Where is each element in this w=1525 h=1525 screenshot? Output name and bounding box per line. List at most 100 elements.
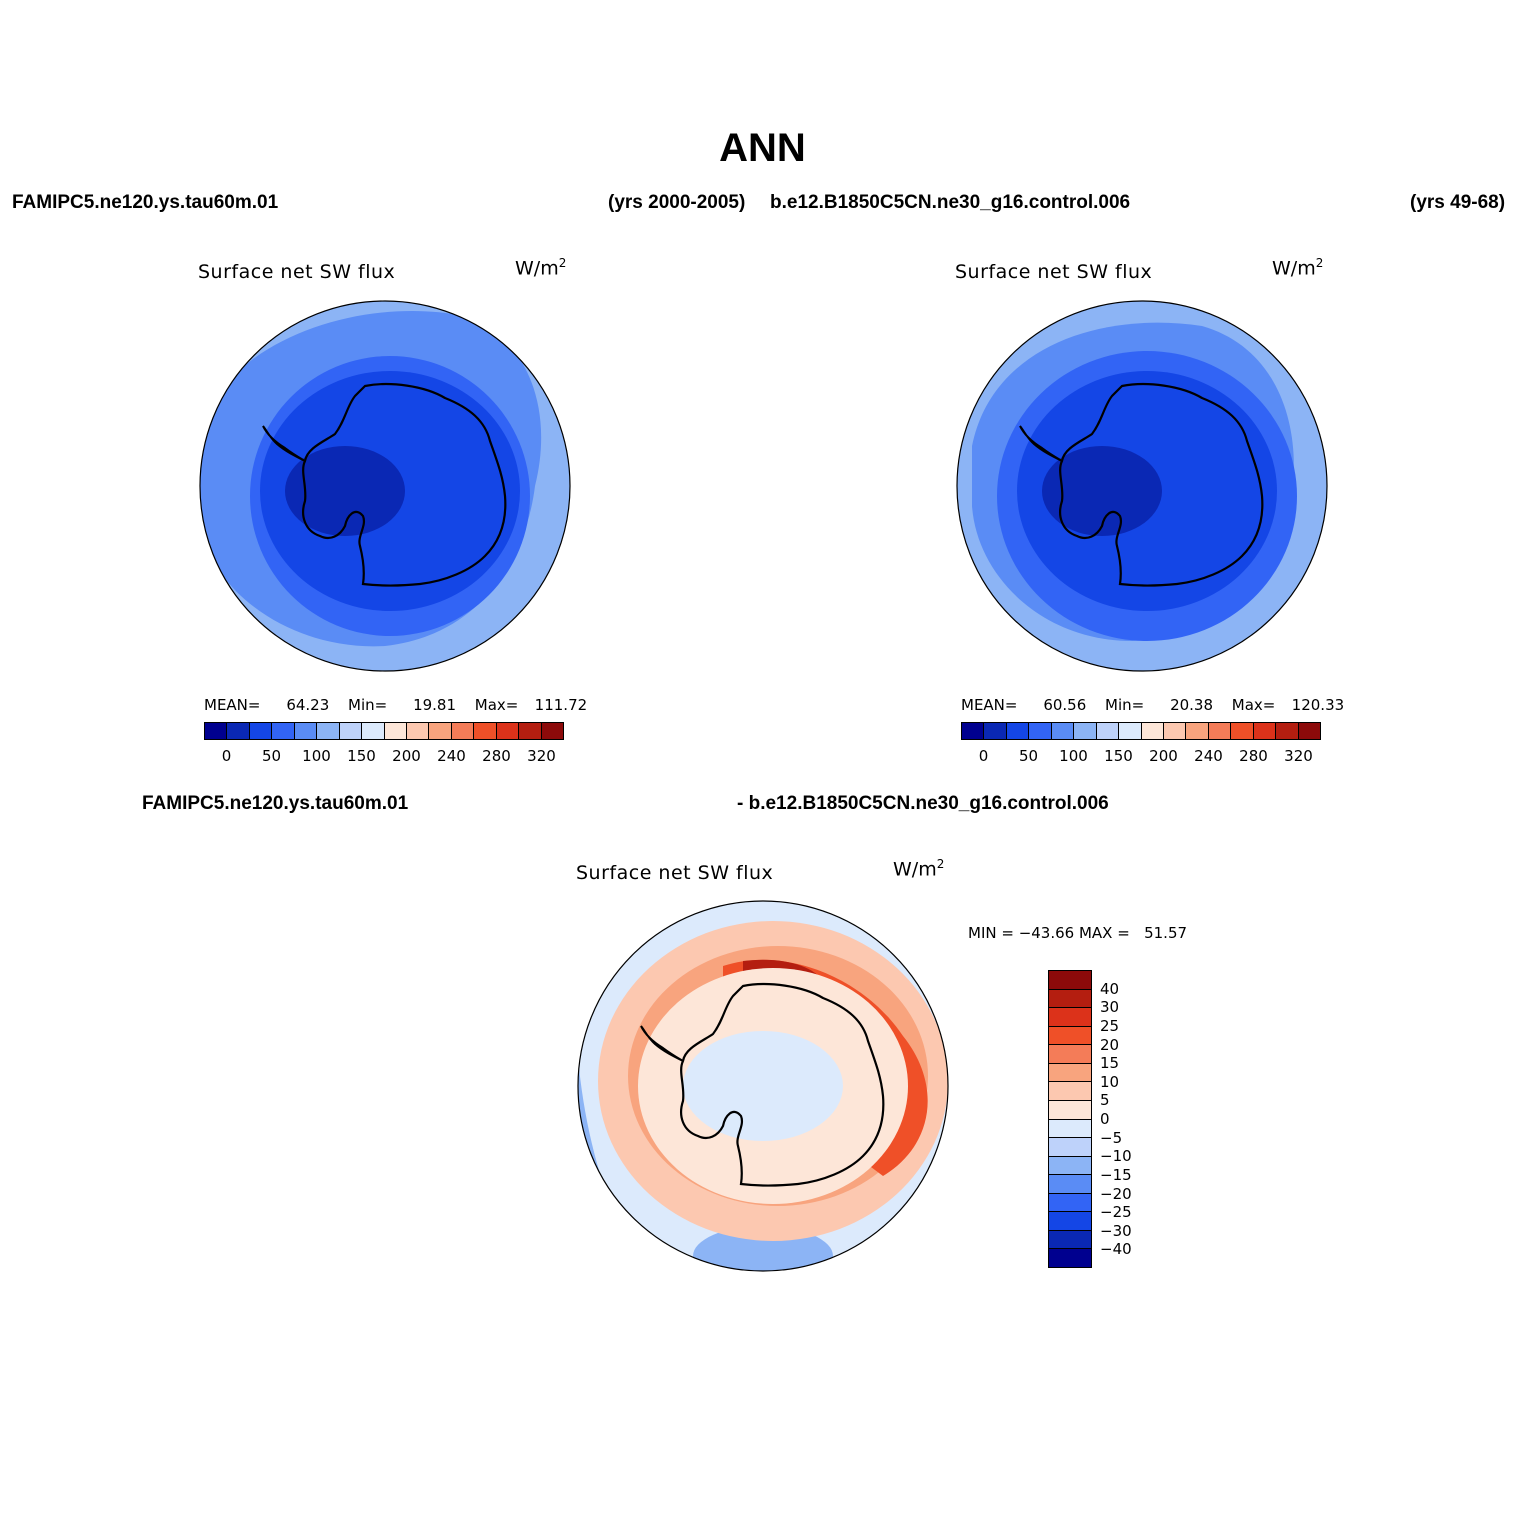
colorbar-swatch (1049, 1138, 1091, 1157)
panel2-variable: Surface net SW flux (955, 261, 1153, 283)
colorbar-swatch (541, 723, 563, 739)
colorbar-tick-label: 240 (437, 747, 466, 765)
colorbar-swatch (1049, 971, 1091, 990)
colorbar-swatch (1096, 723, 1120, 739)
colorbar-tick-label: −25 (1100, 1203, 1132, 1222)
colorbar-swatch (474, 723, 497, 739)
colorbar-tick-label: 30 (1100, 998, 1120, 1017)
colorbar-tick-label: −30 (1100, 1221, 1132, 1240)
colorbar-tick-label: −10 (1100, 1147, 1132, 1166)
panel2-stats: MEAN= 60.56 Min= 20.38 Max= 120.33 (961, 696, 1344, 714)
colorbar-swatch (384, 723, 407, 739)
map-fill-layer (957, 301, 1327, 671)
colorbar-swatch (984, 723, 1007, 739)
colorbar-swatch (1029, 723, 1052, 739)
panel3-difference-map (577, 900, 949, 1272)
neg-south (693, 1226, 833, 1271)
colorbar-swatch (429, 723, 452, 739)
colorbar-tick-label: 280 (1239, 747, 1268, 765)
colorbar-swatch (451, 723, 475, 739)
colorbar-swatch (1049, 1063, 1091, 1083)
colorbar-swatch (1163, 723, 1187, 739)
panel1-mean-label: MEAN= (204, 696, 261, 714)
colorbar-swatch (227, 723, 250, 739)
panel1-units: W/m2 (515, 256, 567, 280)
colorbar-swatch (1051, 723, 1075, 739)
panel1-stats: MEAN= 64.23 Min= 19.81 Max= 111.72 (204, 696, 587, 714)
colorbar-tick-label: 200 (392, 747, 421, 765)
colorbar-swatch (1049, 1045, 1091, 1064)
colorbar-tick-label: 150 (1104, 747, 1133, 765)
colorbar-tick-label: 320 (527, 747, 556, 765)
panel2-min-label: Min= (1105, 696, 1145, 714)
panel2-max-label: Max= (1231, 696, 1276, 714)
top-right-case-name: b.e12.B1850C5CN.ne30_g16.control.006 (770, 192, 1131, 213)
colorbar-swatch (1049, 1082, 1091, 1101)
colorbar-tick-label: 5 (1100, 1091, 1110, 1110)
colorbar-swatch (362, 723, 385, 739)
colorbar-tick-label: −20 (1100, 1184, 1132, 1203)
inner-low (285, 446, 405, 536)
colorbar-swatch (1049, 1026, 1091, 1046)
coastline (680, 983, 885, 1187)
top-left-years: (yrs 2000-2005) (608, 192, 746, 213)
coastline (1059, 383, 1264, 587)
panel2-colorbar (961, 722, 1321, 740)
colorbar-swatch (519, 723, 542, 739)
peninsula-coastline (1019, 425, 1063, 462)
map-fill-layer (200, 301, 570, 671)
panel2-max-value: 120.33 (1291, 696, 1345, 714)
colorbar-tick-label: 280 (482, 747, 511, 765)
panel2-units: W/m2 (1272, 256, 1324, 280)
colorbar-swatch (1049, 1212, 1091, 1231)
colorbar-swatch (294, 723, 318, 739)
colorbar-tick-label: −5 (1100, 1128, 1123, 1147)
colorbar-swatch (1074, 723, 1097, 739)
colorbar-swatch (406, 723, 430, 739)
map-border (199, 300, 571, 672)
colorbar-tick-label: 320 (1284, 747, 1313, 765)
colorbar-swatch (496, 723, 520, 739)
colorbar-swatch (1049, 1008, 1091, 1027)
colorbar-tick-label: −15 (1100, 1165, 1132, 1184)
colorbar-swatch (1119, 723, 1142, 739)
inner-low (1042, 446, 1162, 536)
panel2-mean-label: MEAN= (961, 696, 1018, 714)
colorbar-swatch (272, 723, 295, 739)
colorbar-swatch (1049, 1100, 1091, 1120)
colorbar-tick-label: 100 (1059, 747, 1088, 765)
panel1-max-label: Max= (474, 696, 519, 714)
peninsula-coastline (262, 425, 306, 462)
colorbar-swatch (1186, 723, 1209, 739)
colorbar-tick-label: 50 (1018, 747, 1039, 765)
colorbar-swatch (1141, 723, 1164, 739)
colorbar-swatch (1049, 1193, 1091, 1213)
colorbar-tick-label: 10 (1100, 1072, 1120, 1091)
colorbar-tick-label: 25 (1100, 1016, 1120, 1035)
diff-case-a: FAMIPC5.ne120.ys.tau60m.01 (142, 793, 409, 814)
colorbar-tick-label: 100 (302, 747, 331, 765)
panel1-max-value: 111.72 (534, 696, 588, 714)
colorbar-tick-label: 0 (221, 747, 232, 765)
colorbar-tick-label: −40 (1100, 1240, 1132, 1259)
panel1-min-label: Min= (348, 696, 388, 714)
colorbar-tick-label: 240 (1194, 747, 1223, 765)
colorbar-swatch (339, 723, 363, 739)
colorbar-tick-label: 15 (1100, 1054, 1120, 1073)
colorbar-swatch (962, 723, 985, 739)
top-left-case-name: FAMIPC5.ne120.ys.tau60m.01 (12, 192, 279, 213)
colorbar-tick-label: 0 (1100, 1110, 1110, 1128)
map-border (577, 900, 949, 1272)
map-fill-layer (578, 901, 948, 1271)
colorbar-swatch (1006, 723, 1030, 739)
colorbar-tick-label: 200 (1149, 747, 1178, 765)
map-border (956, 300, 1328, 672)
colorbar-swatch (1276, 723, 1299, 739)
panel3-min-max: MIN = −43.66 MAX = 51.57 (968, 924, 1188, 942)
panel1-mean-value: 64.23 (286, 696, 330, 714)
colorbar-swatch (205, 723, 228, 739)
coastline (302, 383, 507, 587)
panel2-polar-map (956, 300, 1328, 672)
colorbar-swatch (1208, 723, 1232, 739)
colorbar-swatch (1049, 989, 1091, 1009)
